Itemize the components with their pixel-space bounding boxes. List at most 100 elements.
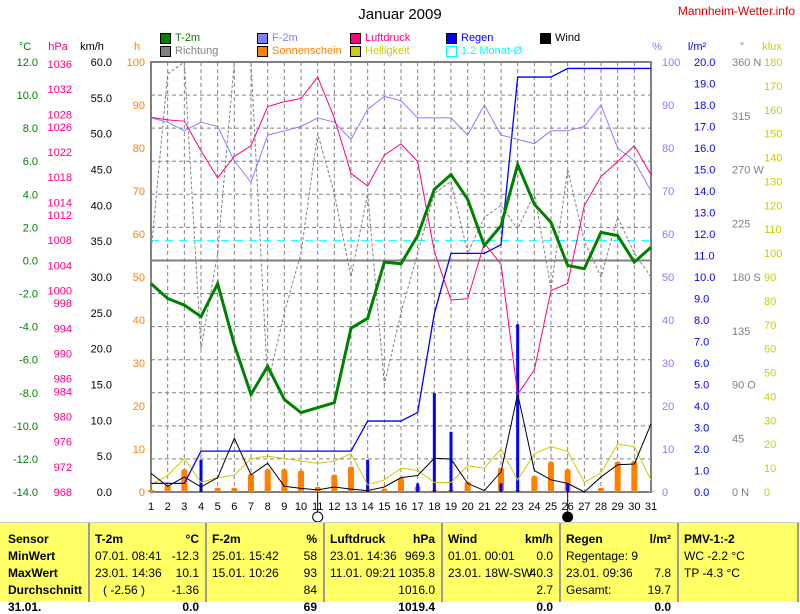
sonnenschein-bar <box>181 469 188 492</box>
pressure-axis-tick: 1026 <box>48 122 72 134</box>
direction-axis-tick: 0 N <box>732 487 749 499</box>
legend-swatch <box>540 32 551 44</box>
celsius-axis-tick: 2.0 <box>23 222 38 234</box>
column-divider <box>559 523 561 602</box>
celsius-axis-unit: °C <box>19 41 31 53</box>
cell-value: 69 <box>303 600 317 614</box>
brightness-axis-tick: 140 <box>764 153 782 165</box>
legend-swatch <box>350 32 361 44</box>
x-tick-label: 23 <box>512 501 524 513</box>
legend-item: T-2m <box>160 32 200 44</box>
legend-label: Wind <box>555 32 581 44</box>
column-divider <box>88 523 90 602</box>
celsius-axis-tick: -6.0 <box>19 355 38 367</box>
sonnenschein-bar <box>398 477 404 492</box>
brightness-axis-tick: 180 <box>764 57 782 69</box>
sonnenschein-bar <box>231 487 238 492</box>
sensor-row-label: MinWert <box>8 549 56 563</box>
x-tick-label: 7 <box>248 501 254 513</box>
cell-label: TP -4.3 °C <box>684 566 740 580</box>
legend-swatch <box>160 32 171 44</box>
column-unit: km/h <box>524 532 553 546</box>
legend-item: Luftdruck <box>350 32 410 44</box>
sunshine-axis-tick: 40 <box>133 315 145 327</box>
sunshine-axis-unit: h <box>134 41 140 53</box>
column-unit: % <box>306 532 317 546</box>
regen-line <box>151 67 651 485</box>
legend-label: Helligkeit <box>365 45 410 57</box>
pressure-axis-tick: 1004 <box>48 260 72 272</box>
richtung-line <box>150 61 652 385</box>
pressure-axis-tick: 984 <box>54 386 72 398</box>
cell-label: 25.01. 15:42 <box>212 549 279 563</box>
brightness-axis-tick: 100 <box>764 248 782 260</box>
celsius-axis-tick: 12.0 <box>17 57 38 69</box>
celsius-axis-tick: -10.0 <box>13 421 38 433</box>
legend-swatch <box>350 45 361 57</box>
sensor-header: Sensor <box>8 532 49 546</box>
wind-speed-axis-tick: 0.0 <box>97 487 112 499</box>
x-tick-label: 14 <box>362 501 374 513</box>
rain-axis-tick: 2.0 <box>694 444 709 456</box>
rain-axis-tick: 7.0 <box>694 337 709 349</box>
celsius-axis-tick: -4.0 <box>19 322 38 334</box>
x-tick-label: 22 <box>495 501 507 513</box>
rain-axis-tick: 18.0 <box>694 100 715 112</box>
pressure-axis-tick: 1036 <box>48 59 72 71</box>
legend-label: F-2m <box>272 32 298 44</box>
celsius-axis-tick: -14.0 <box>13 487 38 499</box>
sonnenschein-bar <box>148 489 154 492</box>
cell-label: ( -2.56 ) <box>103 583 146 597</box>
sensor-row-label: MaxWert <box>8 566 58 580</box>
cell-label: 01.01. 00:01 <box>448 549 515 563</box>
regen-bar <box>449 431 453 492</box>
brand-link[interactable]: Mannheim-Wetter.info <box>677 4 795 18</box>
brightness-axis-tick: 60 <box>764 344 776 356</box>
wind-speed-axis-tick: 30.0 <box>91 272 112 284</box>
pressure-axis-tick: 972 <box>54 462 72 474</box>
legend-item: Richtung <box>160 45 218 57</box>
sunshine-axis-tick: 50 <box>133 272 145 284</box>
cell-value: 1016.0 <box>398 583 435 597</box>
cell-value: 58 <box>303 549 317 563</box>
x-tick-label: 21 <box>478 501 490 513</box>
humidity-axis-tick: 50 <box>662 272 674 284</box>
rain-axis-tick: 6.0 <box>694 358 709 370</box>
sonnenschein-bar <box>164 485 171 492</box>
legend-label: Richtung <box>175 45 219 57</box>
x-tick-label: 25 <box>545 501 557 513</box>
sonnenschein-bar <box>214 487 221 492</box>
rain-axis-tick: 9.0 <box>694 294 709 306</box>
cell-value: 40.3 <box>529 566 553 580</box>
full-moon-icon <box>312 511 324 522</box>
direction-axis-tick: 90 O <box>732 380 756 392</box>
column-header: F-2m <box>212 532 241 546</box>
x-tick-label: 27 <box>578 501 590 513</box>
direction-axis-tick: 360 N <box>732 57 761 69</box>
brightness-axis-tick: 0 <box>764 487 770 499</box>
humidity-axis-tick: 10 <box>662 444 674 456</box>
x-tick-label: 31 <box>645 501 657 513</box>
cell-value: 84 <box>303 583 317 597</box>
x-tick-label: 16 <box>395 501 407 513</box>
cell-value: -12.3 <box>171 549 199 563</box>
wind-speed-axis-tick: 40.0 <box>91 200 112 212</box>
pressure-axis-tick: 990 <box>54 348 72 360</box>
cell-value: 7.8 <box>654 566 671 580</box>
celsius-axis-tick: -8.0 <box>19 388 38 400</box>
pressure-axis-tick: 1028 <box>48 109 72 121</box>
cell-value: 93 <box>303 566 317 580</box>
pressure-axis-tick: 1012 <box>48 210 72 222</box>
direction-axis-unit: ° <box>740 41 744 53</box>
rain-axis-tick: 16.0 <box>694 143 715 155</box>
brightness-axis-tick: 80 <box>764 296 776 308</box>
brightness-axis-tick: 70 <box>764 320 776 332</box>
celsius-axis-tick: 4.0 <box>23 189 38 201</box>
cell-label: 23.01. 14:36 <box>330 549 397 563</box>
brightness-axis-tick: 160 <box>764 105 782 117</box>
regen-bar <box>566 483 570 492</box>
cell-label: Gesamt: <box>566 583 612 597</box>
pressure-axis-tick: 998 <box>54 298 72 310</box>
x-tick-label: 1 <box>148 501 154 513</box>
stats-table: Sensor MinWert MaxWert Durchschnitt 31.01. T-… <box>0 522 800 614</box>
